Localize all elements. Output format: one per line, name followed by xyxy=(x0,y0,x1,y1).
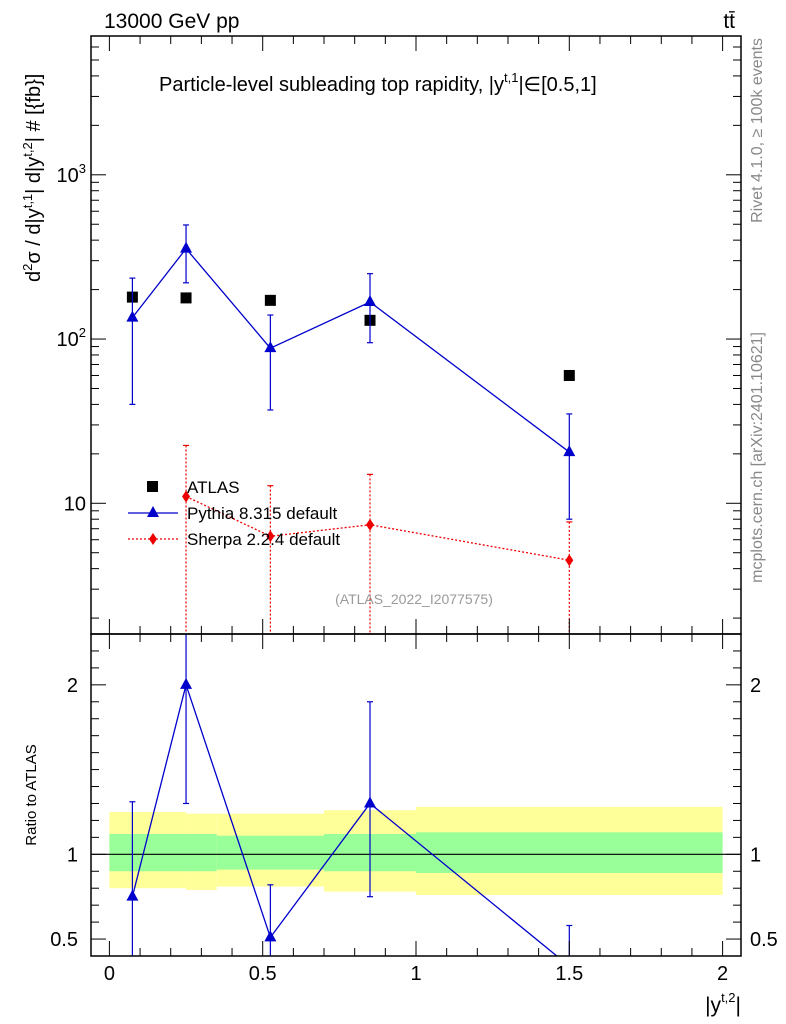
analysis-watermark: (ATLAS_2022_I2077575) xyxy=(335,591,493,607)
main-data-point xyxy=(266,530,275,543)
ratio-ticks: 0.5 0.5 1 1 2 2 0 0.5 1 1.5 2 xyxy=(50,633,778,985)
energy-label: 13000 GeV pp xyxy=(104,10,239,33)
ratio-stat-uncertainty-band xyxy=(416,832,723,873)
xlabel-sup: t,2 xyxy=(721,990,735,1005)
legend-sherpa-marker xyxy=(149,533,157,545)
main-y-axis-label: d2σ / d|yt,1| d|yt,2| # [{fb}] xyxy=(20,74,45,282)
main-data-point xyxy=(126,310,139,322)
main-y-tick-base: 10 xyxy=(57,165,79,187)
ratio-y-tick-label-left: 1 xyxy=(67,844,78,866)
main-series-line-1 xyxy=(131,247,570,453)
x-axis-label: |yt,2| xyxy=(705,990,741,1017)
main-data-point xyxy=(180,241,193,253)
ratio-data-point xyxy=(364,796,377,808)
process-label: tt̄ xyxy=(723,10,735,33)
legend-pythia-marker xyxy=(147,506,159,517)
ratio-frame xyxy=(90,633,742,957)
main-y-tick-base: 10 xyxy=(57,329,79,351)
main-y-tick-label: 103 xyxy=(57,161,86,187)
legend-entry-pythia: Pythia 8.315 default xyxy=(128,504,338,523)
main-data-point xyxy=(264,294,276,306)
main-data-point xyxy=(364,295,377,307)
ylabel-c-sup: t,2 xyxy=(20,142,35,156)
main-data-point xyxy=(366,518,375,531)
ylabel-a: d xyxy=(23,271,45,282)
legend-pythia-label: Pythia 8.315 default xyxy=(187,504,338,523)
main-data-point xyxy=(182,490,191,503)
title-suffix: |∈[0.5,1] xyxy=(518,74,596,96)
x-tick-label: 0.5 xyxy=(249,963,277,985)
ratio-data-point xyxy=(126,889,139,901)
rivet-version-label: Rivet 4.1.0, ≥ 100k events xyxy=(749,38,766,223)
title-sup: t,1 xyxy=(504,70,518,85)
main-title: Particle-level subleading top rapidity, … xyxy=(159,70,597,96)
ratio-y-tick-label-left: 0.5 xyxy=(50,929,78,951)
main-y-tick-label: 10 xyxy=(64,493,86,515)
ratio-stat-uncertainty-band xyxy=(216,835,325,870)
ylabel-b: σ / d|y xyxy=(23,208,45,263)
legend: ATLAS Pythia 8.315 default Sherpa 2.2.4 … xyxy=(128,478,340,549)
main-y-tick-exp: 3 xyxy=(79,161,86,176)
xlabel-a: |y xyxy=(705,994,721,1017)
xlabel-b: | xyxy=(736,994,741,1017)
ratio-bands xyxy=(91,806,741,895)
ylabel-c: | d|y xyxy=(23,157,45,194)
main-y-tick-base: 10 xyxy=(64,493,86,515)
main-y-tick-exp: 2 xyxy=(79,325,86,340)
ylabel-a-sup: 2 xyxy=(20,264,35,271)
main-data-point xyxy=(565,554,574,567)
legend-entry-atlas: ATLAS xyxy=(147,478,240,497)
ratio-y-tick-label-right: 1 xyxy=(750,844,761,866)
ratio-panel: 0.5 0.5 1 1 2 2 0 0.5 1 1.5 2 Ratio to ATLAS |yt,2… xyxy=(23,633,778,1017)
ratio-data-point xyxy=(264,930,277,942)
ratio-data-layer xyxy=(126,634,573,956)
legend-atlas-label: ATLAS xyxy=(187,478,240,497)
legend-sherpa-label: Sherpa 2.2.4 default xyxy=(187,530,340,549)
ratio-y-tick-label-right: 0.5 xyxy=(750,929,778,951)
ratio-data-point xyxy=(180,677,193,689)
ratio-stat-uncertainty-band xyxy=(186,833,217,872)
x-tick-label: 0 xyxy=(104,963,115,985)
x-tick-label: 1 xyxy=(410,963,421,985)
ratio-y-tick-label-left: 2 xyxy=(67,675,78,697)
main-data-point xyxy=(180,292,192,304)
ratio-series-group xyxy=(126,634,573,956)
ratio-stat-uncertainty-band xyxy=(109,833,187,872)
x-tick-label: 1.5 xyxy=(555,963,583,985)
ratio-y-tick-label-right: 2 xyxy=(750,675,761,697)
legend-entry-sherpa: Sherpa 2.2.4 default xyxy=(128,530,340,549)
ylabel-b-sup: t,1 xyxy=(20,194,35,208)
main-data-point xyxy=(563,369,575,381)
main-y-tick-label: 102 xyxy=(57,325,86,351)
main-data-layer xyxy=(126,224,576,635)
main-data-point xyxy=(264,341,277,353)
ratio-y-axis-label: Ratio to ATLAS xyxy=(23,744,40,845)
main-data-point xyxy=(563,445,576,457)
mcplots-label: mcplots.cern.ch [arXiv:2401.10621] xyxy=(749,332,766,583)
ylabel-d: | # [{fb}] xyxy=(23,74,45,143)
x-tick-label: 2 xyxy=(717,963,728,985)
legend-atlas-marker xyxy=(147,481,158,492)
title-prefix: Particle-level subleading top rapidity, … xyxy=(159,74,504,96)
